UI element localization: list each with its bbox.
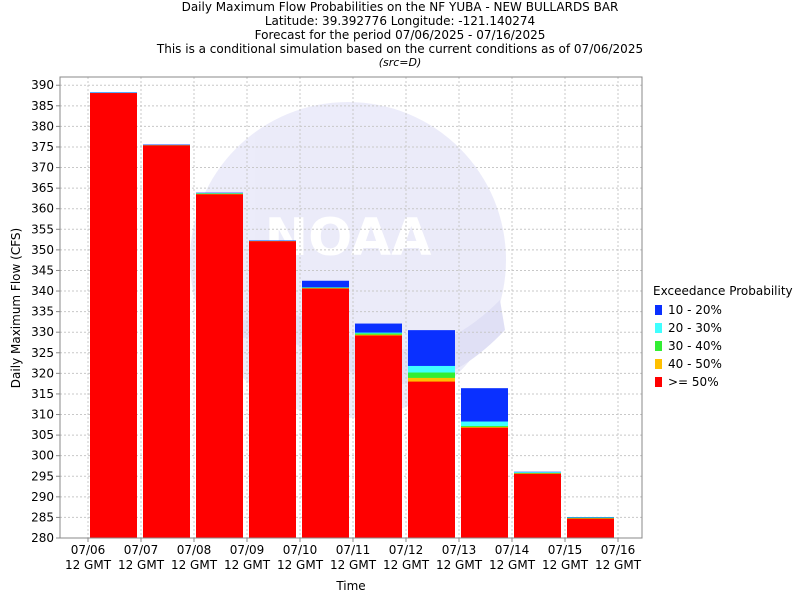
bar-07-13-50 — [461, 427, 508, 538]
x-tick-date: 07/13 — [442, 543, 477, 557]
y-tick-label: 280 — [31, 531, 54, 545]
x-tick-time: 12 GMT — [436, 558, 483, 572]
y-axis: 280 285 290 295 300 305 310 315 320 325 330 335 340 3… — [31, 78, 60, 545]
x-tick-date: 07/16 — [601, 543, 636, 557]
y-tick-label: 340 — [31, 284, 54, 298]
legend-item: 40 - 50% — [653, 355, 793, 373]
y-tick-label: 390 — [31, 78, 54, 92]
plot-border — [59, 76, 643, 539]
legend-swatch — [655, 305, 662, 315]
x-tick-date: 07/10 — [283, 543, 318, 557]
legend-swatch — [655, 341, 662, 351]
y-tick-label: 295 — [31, 469, 54, 483]
chart-title-line-4: This is a conditional simulation based o… — [156, 42, 644, 56]
legend-item: 20 - 30% — [653, 319, 793, 337]
x-tick-date: 07/09 — [230, 543, 265, 557]
x-tick-time: 12 GMT — [383, 558, 430, 572]
chart-title-line-2: Latitude: 39.392776 Longitude: -121.1402… — [264, 14, 536, 28]
bar-07-14-50 — [514, 473, 561, 538]
y-tick-label: 345 — [31, 263, 54, 277]
legend-label: 40 - 50% — [668, 357, 722, 371]
bar-07-11-50 — [355, 335, 402, 538]
legend-item: >= 50% — [653, 373, 793, 391]
legend-label: 10 - 20% — [668, 303, 722, 317]
legend-item: 30 - 40% — [653, 337, 793, 355]
x-axis-label: Time — [335, 579, 365, 593]
bar-07-15-50 — [567, 518, 614, 538]
legend-swatch — [655, 323, 662, 333]
x-tick-date: 07/14 — [495, 543, 530, 557]
chart-bars — [90, 92, 614, 539]
x-tick-time: 12 GMT — [330, 558, 377, 572]
legend-label: 30 - 40% — [668, 339, 722, 353]
x-tick-date: 07/08 — [177, 543, 212, 557]
x-tick-time: 12 GMT — [277, 558, 324, 572]
y-tick-label: 325 — [31, 346, 54, 360]
y-tick-label: 380 — [31, 119, 54, 133]
x-tick-time: 12 GMT — [489, 558, 536, 572]
x-tick-time: 12 GMT — [542, 558, 589, 572]
y-tick-label: 360 — [31, 202, 54, 216]
x-tick-date: 07/11 — [336, 543, 371, 557]
y-tick-label: 385 — [31, 99, 54, 113]
legend: Exceedance Probability 10 - 20% 20 - 30% 3… — [653, 284, 793, 391]
legend-item: 10 - 20% — [653, 301, 793, 319]
y-tick-label: 350 — [31, 243, 54, 257]
bar-07-06-50 — [90, 93, 137, 539]
bar-07-10-50 — [302, 288, 349, 538]
x-tick-time: 12 GMT — [171, 558, 218, 572]
x-tick-time: 12 GMT — [118, 558, 165, 572]
x-tick-time: 12 GMT — [65, 558, 112, 572]
y-tick-label: 330 — [31, 325, 54, 339]
legend-label: >= 50% — [668, 375, 719, 389]
y-tick-label: 300 — [31, 449, 54, 463]
x-tick-date: 07/07 — [124, 543, 159, 557]
chart-title-line-1: Daily Maximum Flow Probabilities on the … — [181, 0, 619, 14]
y-tick-label: 355 — [31, 222, 54, 236]
y-tick-label: 335 — [31, 305, 54, 319]
legend-swatch — [655, 377, 662, 387]
legend-swatch — [655, 359, 662, 369]
y-tick-label: 375 — [31, 140, 54, 154]
y-tick-label: 370 — [31, 161, 54, 175]
y-axis-label: Daily Maximum Flow (CFS) — [9, 228, 23, 388]
chart-titles: Daily Maximum Flow Probabilities on the … — [0, 0, 800, 70]
bar-07-07-50 — [143, 145, 190, 538]
chart-title-line-3: Forecast for the period 07/06/2025 - 07/… — [254, 28, 546, 42]
legend-label: 20 - 30% — [668, 321, 722, 335]
chart-subtitle: (src=D) — [378, 56, 422, 69]
bar-07-12-50 — [408, 381, 455, 538]
x-tick-time: 12 GMT — [595, 558, 642, 572]
y-tick-label: 365 — [31, 181, 54, 195]
y-tick-label: 290 — [31, 490, 54, 504]
y-tick-label: 305 — [31, 428, 54, 442]
y-tick-label: 315 — [31, 387, 54, 401]
x-tick-time: 12 GMT — [224, 558, 271, 572]
bar-07-09-50 — [249, 241, 296, 538]
y-tick-label: 285 — [31, 510, 54, 524]
legend-title: Exceedance Probability — [653, 284, 793, 298]
y-tick-label: 310 — [31, 408, 54, 422]
x-tick-date: 07/15 — [548, 543, 583, 557]
x-tick-date: 07/06 — [71, 543, 106, 557]
bar-07-08-50 — [196, 194, 243, 538]
y-tick-label: 320 — [31, 366, 54, 380]
x-tick-date: 07/12 — [389, 543, 424, 557]
